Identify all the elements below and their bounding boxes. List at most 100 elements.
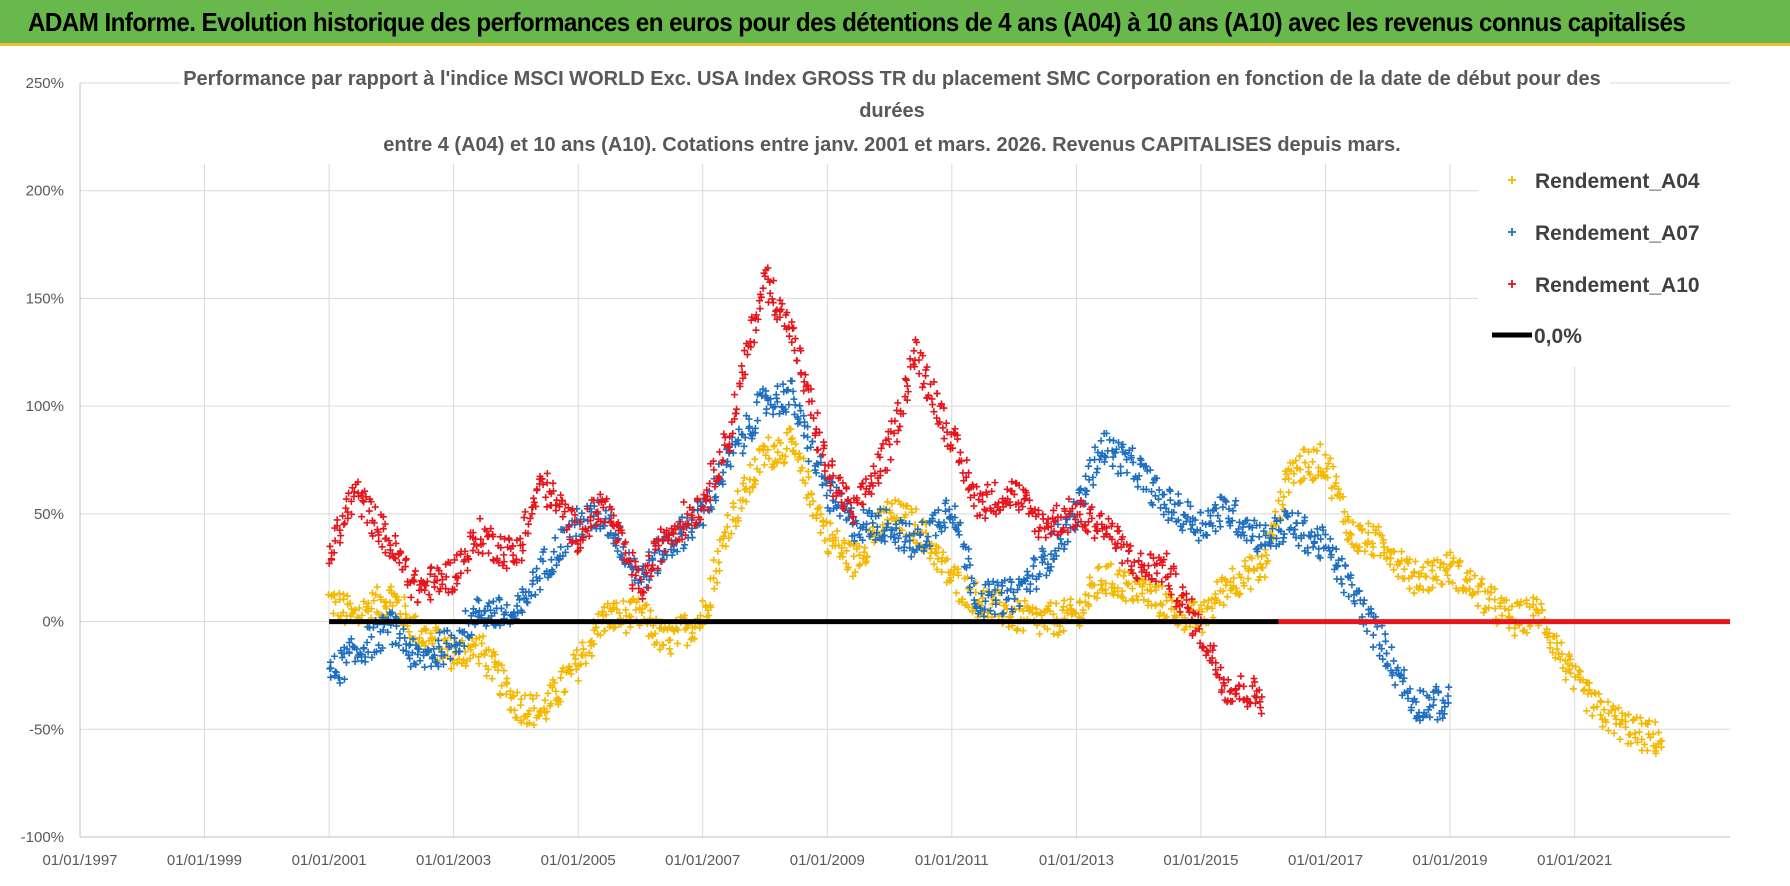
marker-rendement_a07 [1160,510,1168,518]
marker-rendement_a04 [507,687,515,695]
marker-rendement_a07 [719,468,727,476]
marker-rendement_a04 [1616,735,1624,743]
marker-rendement_a04 [1466,567,1474,575]
marker-rendement_a07 [408,649,416,657]
marker-rendement_a07 [1400,674,1408,682]
marker-rendement_a10 [1232,690,1240,698]
marker-rendement_a04 [537,707,544,715]
marker-rendement_a10 [725,440,733,448]
marker-rendement_a04 [1511,632,1519,640]
marker-rendement_a04 [1237,573,1245,581]
marker-rendement_a10 [943,428,951,436]
x-tick-label: 01/01/2007 [665,852,740,869]
marker-rendement_a10 [847,508,855,516]
marker-rendement_a10 [1034,533,1042,541]
marker-rendement_a04 [1553,632,1561,640]
marker-rendement_a04 [582,659,590,667]
marker-rendement_a07 [800,412,808,420]
marker-rendement_a04 [922,520,930,528]
marker-rendement_a04 [549,676,557,684]
marker-rendement_a07 [347,635,355,643]
marker-rendement_a10 [776,313,784,321]
marker-rendement_a07 [607,529,615,537]
marker-rendement_a10 [682,531,690,539]
marker-rendement_a10 [1182,590,1190,598]
marker-rendement_a10 [526,514,534,522]
marker-rendement_a10 [516,535,524,543]
marker-rendement_a10 [942,419,950,427]
marker-rendement_a07 [1287,524,1295,532]
marker-rendement_a07 [1010,595,1018,603]
marker-rendement_a10 [446,559,454,567]
y-tick-labels: 250%200%150%100%50%0%-50%-100% [21,75,64,846]
marker-rendement_a04 [1551,654,1559,662]
marker-rendement_a07 [668,551,676,559]
marker-rendement_a10 [497,544,505,552]
marker-rendement_a10 [410,578,418,586]
marker-rendement_a04 [1582,707,1590,715]
marker-rendement_a10 [333,522,341,530]
marker-rendement_a04 [1491,604,1499,612]
marker-rendement_a07 [1347,571,1355,579]
marker-rendement_a07 [794,413,802,421]
marker-rendement_a04 [1358,527,1366,535]
marker-rendement_a10 [579,534,587,542]
marker-rendement_a07 [1004,595,1012,603]
marker-rendement_a10 [1022,491,1030,499]
marker-rendement_a07 [892,520,900,528]
marker-rendement_a07 [536,574,544,582]
marker-rendement_a04 [567,670,575,678]
marker-rendement_a04 [851,568,859,576]
marker-rendement_a07 [1262,531,1270,539]
marker-rendement_a10 [1148,575,1156,583]
marker-rendement_a04 [817,529,825,537]
marker-rendement_a10 [359,497,367,505]
marker-rendement_a07 [1114,439,1122,447]
marker-rendement_a10 [524,529,532,537]
marker-rendement_a07 [1024,571,1032,579]
marker-rendement_a04 [602,611,610,619]
marker-rendement_a04 [1076,599,1084,607]
marker-rendement_a10 [421,586,429,594]
marker-rendement_a04 [1107,560,1115,568]
marker-rendement_a04 [372,591,380,599]
marker-rendement_a10 [431,572,439,580]
marker-rendement_a04 [720,532,728,540]
marker-rendement_a07 [823,492,831,500]
marker-rendement_a07 [945,505,953,513]
marker-rendement_a04 [1480,609,1488,617]
marker-rendement_a04 [1208,604,1216,612]
legend-item: Rendement_A07 [1508,222,1700,245]
marker-rendement_a04 [1419,563,1427,571]
marker-rendement_a04 [460,656,468,664]
marker-rendement_a04 [1505,612,1513,620]
marker-rendement_a10 [954,435,962,443]
marker-rendement_a10 [1047,522,1055,530]
marker-rendement_a04 [1171,612,1179,620]
marker-rendement_a04 [1610,729,1618,737]
marker-rendement_a04 [1593,703,1601,711]
marker-rendement_a07 [1166,496,1174,504]
marker-rendement_a04 [1626,730,1634,738]
marker-rendement_a10 [891,417,899,425]
marker-rendement_a04 [1200,598,1208,606]
marker-rendement_a07 [379,644,387,652]
marker-rendement_a10 [759,284,767,292]
marker-rendement_a04 [1411,557,1419,565]
marker-rendement_a07 [1003,587,1011,595]
marker-rendement_a04 [1232,584,1240,592]
marker-rendement_a07 [1268,525,1276,533]
marker-rendement_a07 [1239,523,1247,531]
legend-item: 0,0% [1492,325,1582,348]
marker-rendement_a10 [583,505,591,513]
marker-rendement_a07 [773,382,781,390]
marker-rendement_a10 [344,508,352,516]
x-tick-labels: 01/01/1997 01/01/1999 01/01/2001 01/01/2003… [42,852,1612,869]
marker-rendement_a10 [793,356,801,364]
marker-rendement_a07 [1225,505,1233,513]
marker-rendement_a10 [542,493,550,501]
marker-rendement_a07 [548,566,556,574]
marker-rendement_a04 [1343,536,1351,544]
marker-rendement_a10 [1251,678,1259,686]
marker-rendement_a07 [415,645,423,653]
